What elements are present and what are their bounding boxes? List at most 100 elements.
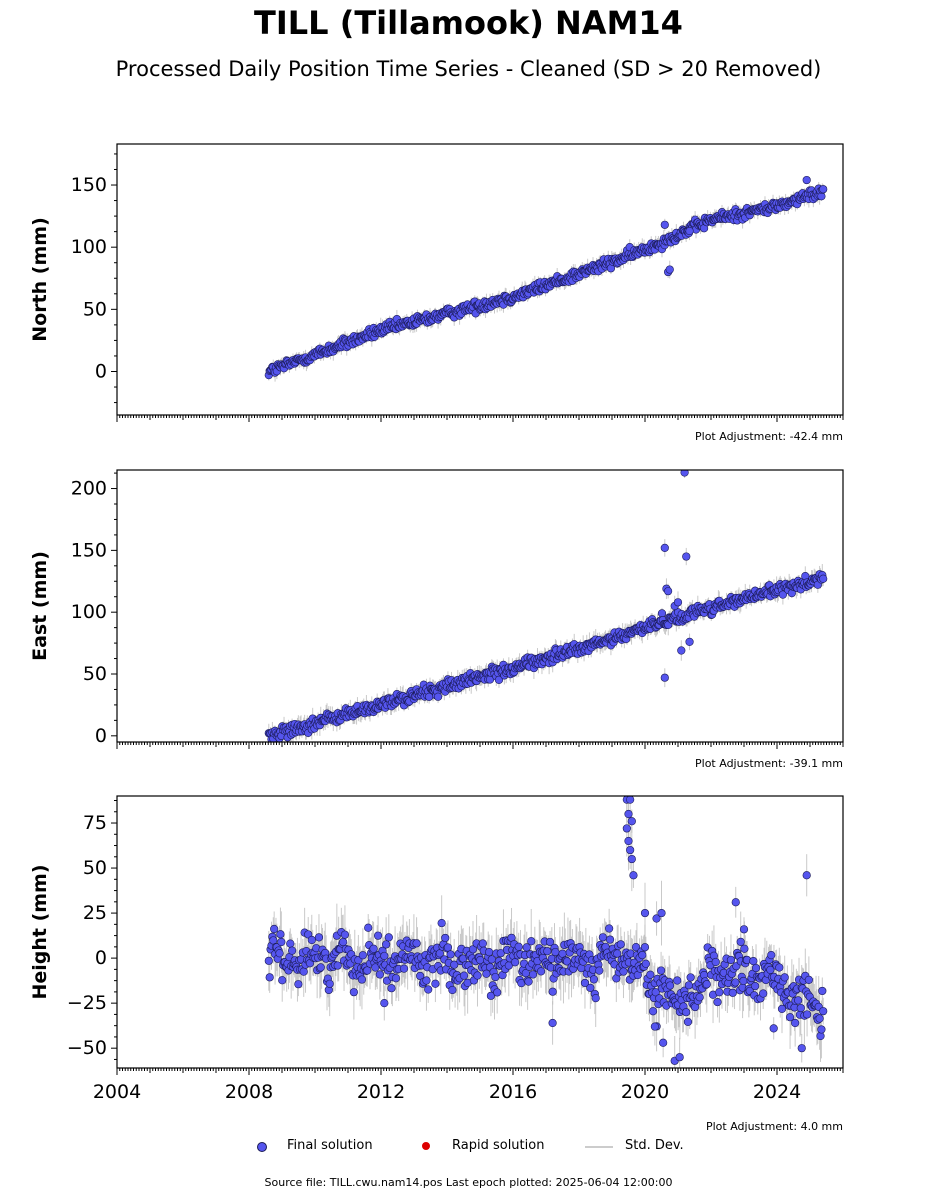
height-data-point: [448, 985, 457, 995]
height-data-point: [624, 836, 633, 846]
height-data-point: [545, 937, 555, 947]
height-data-point: [605, 924, 614, 933]
height-data-point: [759, 989, 768, 998]
height-xtick-label: 2016: [489, 1081, 537, 1103]
height-data-point: [619, 967, 628, 976]
east-data-point: [673, 598, 683, 607]
height-ytick-label: −50: [67, 1037, 107, 1059]
height-xtick-label: 2008: [225, 1081, 273, 1103]
height-data-point: [767, 950, 776, 960]
height-data-point: [728, 988, 737, 997]
height-data-point: [818, 986, 827, 996]
height-data-point: [380, 951, 389, 961]
height-data-point: [785, 1013, 795, 1022]
height-data-point: [591, 994, 600, 1003]
height-data-point: [536, 967, 546, 976]
height-data-point: [299, 967, 308, 976]
height-data-point: [739, 925, 749, 934]
height-data-point: [794, 996, 803, 1005]
figure-subtitle: Processed Daily Position Time Series - C…: [115, 57, 822, 81]
height-data-point: [616, 940, 625, 949]
height-ytick-label: 0: [95, 947, 107, 969]
height-data-point: [751, 963, 761, 973]
height-data-point: [399, 964, 409, 973]
height-data-point: [450, 960, 459, 969]
height-data-point: [684, 981, 693, 990]
height-data-point: [740, 944, 749, 953]
height-data-point: [641, 959, 650, 968]
height-data-point: [626, 796, 635, 804]
height-data-point: [731, 978, 740, 987]
height-data-point: [659, 1038, 668, 1047]
height-data-point: [316, 963, 325, 972]
height-data-point: [646, 970, 655, 979]
height-data-point: [713, 997, 722, 1007]
north-data-point: [802, 175, 811, 185]
height-xtick-label: 2012: [357, 1081, 405, 1103]
north-data-point: [665, 265, 674, 274]
east-data-point: [819, 574, 828, 583]
north-ytick-label: 100: [71, 236, 107, 258]
east-data-point: [660, 543, 669, 552]
legend-rapid-label: Rapid solution: [452, 1138, 545, 1153]
north-ylabel: North (mm): [29, 217, 51, 342]
height-data-point: [270, 924, 279, 934]
height-xtick-label: 2020: [621, 1081, 669, 1103]
height-data-point: [384, 933, 393, 942]
east-ytick-label: 150: [71, 539, 107, 561]
height-data-point: [638, 950, 647, 960]
height-data-point: [277, 937, 286, 947]
east-data-point: [433, 692, 443, 701]
height-xtick-label: 2004: [93, 1081, 141, 1103]
north-data-point: [685, 226, 694, 236]
height-data-point: [598, 933, 607, 942]
height-data-point: [648, 1007, 658, 1016]
height-data-point: [493, 988, 502, 997]
height-data-point: [314, 933, 324, 942]
east-data-point: [778, 590, 787, 599]
height-data-point: [695, 993, 704, 1002]
height-data-point: [340, 930, 350, 939]
height-data-point: [675, 1053, 684, 1062]
height-data-point: [624, 809, 633, 819]
height-data-point: [528, 970, 538, 979]
figure-title: TILL (Tillamook) NAM14: [254, 4, 683, 42]
east-data-point: [677, 646, 686, 655]
legend-sd-label: Std. Dev.: [625, 1138, 684, 1153]
height-data-point: [380, 999, 389, 1008]
height-data-point: [369, 944, 378, 953]
height-data-point: [548, 987, 557, 996]
height-data-point: [416, 971, 425, 981]
east-data-point: [494, 675, 504, 684]
legend-sd-line: [585, 1146, 613, 1148]
height-data-point: [711, 957, 720, 967]
height-data-point: [657, 908, 666, 918]
height-data-point: [468, 945, 478, 954]
height-data-point: [780, 973, 789, 982]
height-data-point: [276, 930, 285, 939]
height-data-point: [459, 971, 469, 980]
north-ytick-label: 50: [83, 298, 107, 320]
height-data-point: [294, 980, 303, 989]
height-data-point: [486, 991, 496, 1000]
height-data-point: [514, 942, 523, 951]
height-data-point: [275, 949, 284, 958]
height-data-point: [665, 981, 675, 990]
height-data-point: [749, 956, 758, 966]
height-data-point: [382, 940, 391, 949]
north-axes-frame: [116, 143, 844, 416]
height-data-point: [631, 943, 641, 952]
east-panel: 0 50 100 150 200 East (mm) Plot Adjustment: -3…: [29, 469, 844, 770]
height-data-point: [412, 939, 421, 948]
height-data-point: [686, 973, 695, 982]
height-data-point: [422, 976, 431, 985]
east-ytick-label: 100: [71, 601, 107, 623]
height-plot-adjustment: Plot Adjustment: 4.0 mm: [706, 1120, 843, 1133]
north-plot-adjustment: Plot Adjustment: -42.4 mm: [695, 430, 843, 443]
height-data-point: [673, 976, 682, 985]
height-data-point: [441, 933, 450, 943]
height-data-point: [264, 956, 273, 965]
height-data-point: [683, 1017, 693, 1027]
height-data-point: [791, 1018, 800, 1028]
